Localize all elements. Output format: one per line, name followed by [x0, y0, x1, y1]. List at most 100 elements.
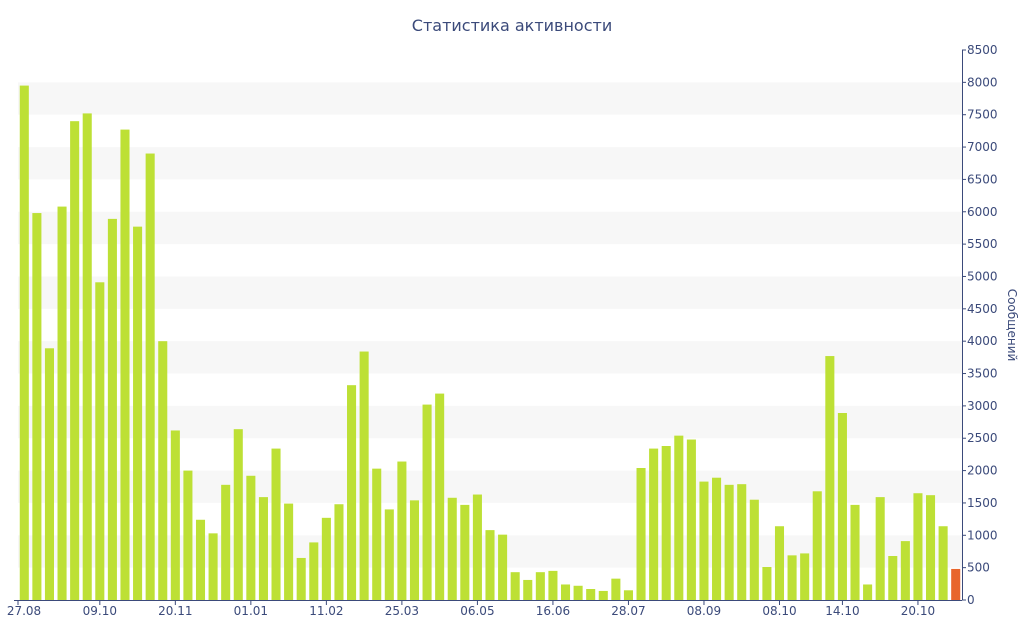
- bar: [724, 484, 734, 600]
- x-tick-label: 25.03: [385, 604, 419, 618]
- x-tick-label: 14.10: [825, 604, 859, 618]
- bar: [447, 497, 457, 600]
- x-tick-label: 28.07: [611, 604, 645, 618]
- bar: [762, 567, 772, 600]
- y-tick-label: 500: [967, 561, 990, 575]
- y-tick-label: 0: [967, 593, 975, 607]
- bar: [837, 413, 847, 600]
- bar: [749, 499, 759, 600]
- bar: [900, 541, 910, 600]
- bar: [712, 477, 722, 600]
- bar: [95, 282, 105, 600]
- y-tick-label: 8500: [967, 43, 998, 57]
- y-tick-label: 7000: [967, 140, 998, 154]
- bar: [170, 430, 180, 600]
- y-tick-label: 2000: [967, 464, 998, 478]
- bar: [397, 461, 407, 600]
- bar: [271, 448, 281, 600]
- y-tick-label: 2500: [967, 431, 998, 445]
- bar: [233, 429, 243, 600]
- x-tick-label: 08.09: [687, 604, 721, 618]
- bar: [573, 585, 583, 600]
- bar-current: [951, 568, 961, 600]
- bar: [460, 504, 470, 600]
- bar: [686, 439, 696, 600]
- bar: [812, 491, 822, 600]
- x-tick-label: 11.02: [309, 604, 343, 618]
- grid-band: [18, 211, 962, 245]
- bar: [875, 497, 885, 600]
- y-tick-label: 5500: [967, 237, 998, 251]
- bar: [548, 570, 558, 600]
- y-tick-label: 4500: [967, 302, 998, 316]
- x-tick-label: 16.06: [536, 604, 570, 618]
- bar: [674, 435, 684, 600]
- bar: [347, 385, 357, 600]
- bar: [825, 356, 835, 600]
- bar: [774, 526, 785, 600]
- bar: [19, 85, 29, 600]
- bar: [208, 533, 218, 600]
- bar: [611, 578, 621, 600]
- bar: [737, 484, 747, 600]
- y-tick-label: 6000: [967, 205, 998, 219]
- y-tick-label: 6500: [967, 172, 998, 186]
- bar: [246, 475, 256, 600]
- bar: [82, 113, 92, 600]
- bar: [636, 468, 646, 600]
- bar: [787, 555, 797, 600]
- bar: [372, 468, 382, 600]
- bar: [334, 504, 344, 600]
- y-tick-label: 1500: [967, 496, 998, 510]
- bar: [888, 556, 898, 600]
- bar: [309, 542, 319, 600]
- bar: [472, 494, 482, 600]
- grid-band: [18, 82, 962, 115]
- bar: [913, 493, 923, 600]
- y-tick-label: 3500: [967, 367, 998, 381]
- y-tick-label: 4000: [967, 334, 998, 348]
- bar: [57, 206, 67, 600]
- bar: [145, 153, 155, 600]
- bar: [586, 589, 596, 600]
- axes-group: 0 500 1000 1500 2000 2500 3000 3500 4000 4500 5000…: [7, 43, 998, 618]
- y-tick-label: 8000: [967, 75, 998, 89]
- chart-title: Статистика активности: [412, 16, 612, 35]
- grid-bands: [18, 82, 962, 568]
- bar: [661, 446, 671, 600]
- bar: [649, 448, 659, 600]
- bar: [699, 481, 709, 600]
- x-tick-label: 20.11: [158, 604, 192, 618]
- bar: [498, 534, 508, 600]
- bar: [70, 121, 80, 601]
- bar: [863, 584, 873, 600]
- x-tick-label: 06.05: [460, 604, 494, 618]
- y-tick-label: 3000: [967, 399, 998, 413]
- bar: [195, 519, 206, 600]
- bar: [221, 484, 231, 600]
- grid-band: [18, 341, 962, 374]
- bar: [623, 590, 633, 600]
- y-tick-label: 1000: [967, 528, 998, 542]
- x-tick-label: 01.01: [234, 604, 268, 618]
- bar: [485, 530, 495, 600]
- bars-group: [19, 85, 961, 601]
- y-tick-label: 7500: [967, 108, 998, 122]
- bar: [510, 572, 520, 600]
- grid-band: [18, 276, 962, 309]
- bar: [535, 572, 545, 600]
- bar: [133, 226, 143, 600]
- x-tick-label: 08.10: [762, 604, 796, 618]
- bar: [183, 470, 193, 600]
- x-tick-label: 09.10: [83, 604, 117, 618]
- bar: [296, 557, 306, 600]
- bar: [120, 129, 130, 600]
- bar: [409, 500, 420, 600]
- x-tick-label: 20.10: [901, 604, 935, 618]
- bar: [284, 503, 294, 600]
- bar: [258, 497, 268, 600]
- grid-band: [18, 147, 962, 180]
- bar: [107, 218, 117, 600]
